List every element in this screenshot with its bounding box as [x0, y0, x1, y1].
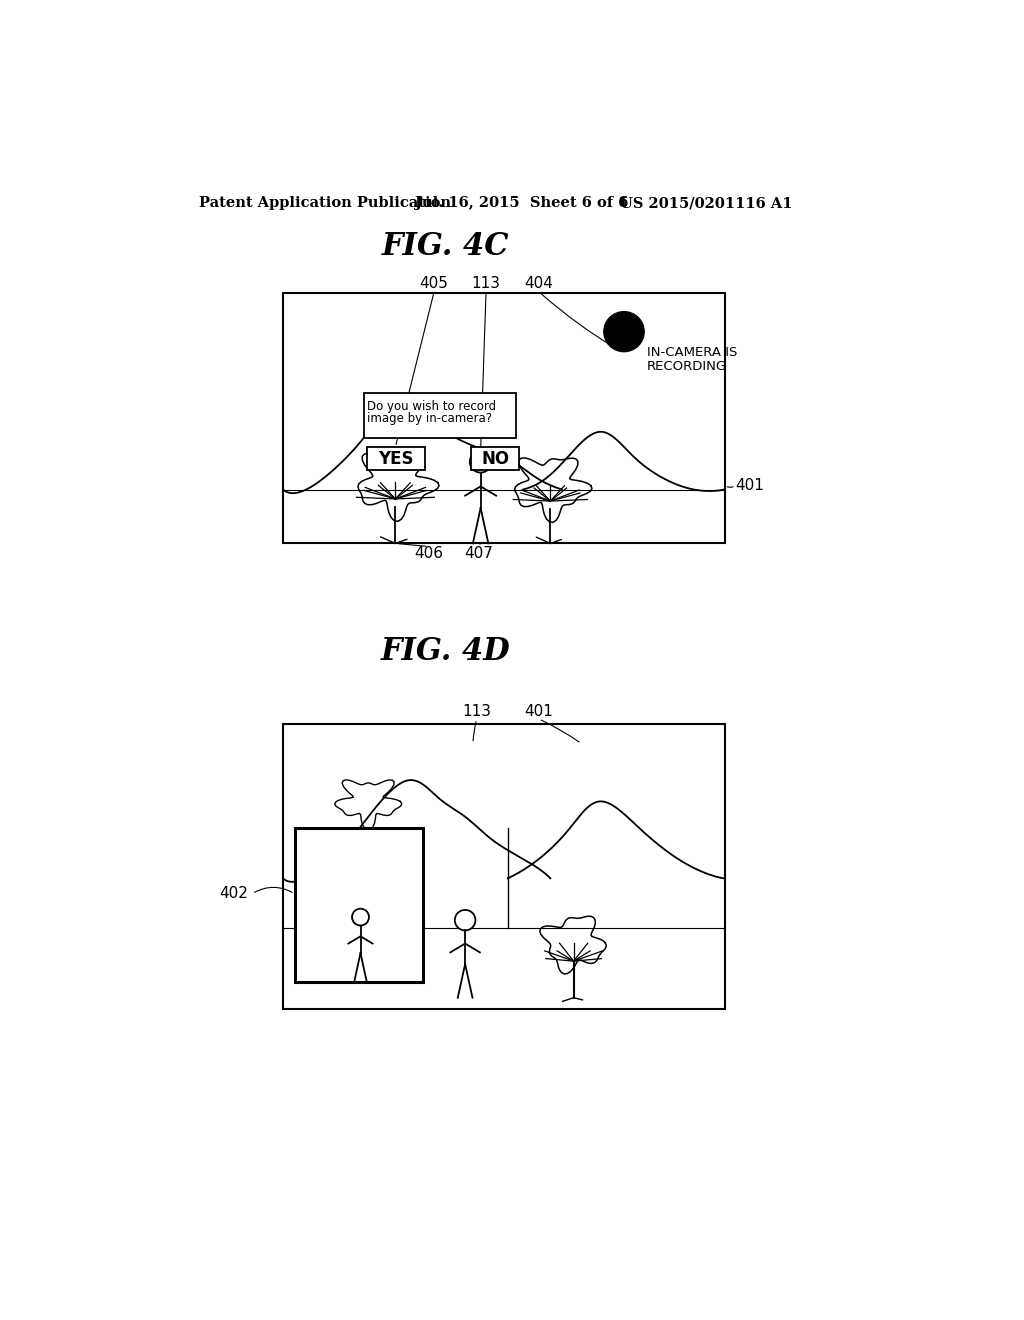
Text: FIG. 4D: FIG. 4D [381, 636, 511, 667]
Text: NO: NO [481, 450, 509, 467]
Text: 401: 401 [524, 704, 553, 719]
Circle shape [455, 909, 475, 931]
Text: 402: 402 [219, 886, 248, 902]
Text: Patent Application Publication: Patent Application Publication [200, 197, 452, 210]
Text: 113: 113 [471, 276, 501, 292]
Bar [283, 293, 725, 544]
Circle shape [470, 451, 492, 473]
Bar [295, 829, 423, 982]
Text: YES: YES [378, 450, 414, 467]
Text: image by in-camera?: image by in-camera? [367, 412, 492, 425]
Text: 406: 406 [414, 546, 443, 561]
Text: IN-CAMERA IS: IN-CAMERA IS [647, 346, 737, 359]
Text: RECORDING: RECORDING [647, 360, 727, 372]
Text: 407: 407 [464, 546, 493, 561]
Text: 405: 405 [420, 276, 449, 292]
Bar [365, 393, 515, 438]
Bar [471, 447, 519, 470]
Text: 404: 404 [524, 276, 553, 292]
Bar [283, 725, 725, 1010]
Text: 401: 401 [735, 478, 765, 494]
Text: Jul. 16, 2015  Sheet 6 of 6: Jul. 16, 2015 Sheet 6 of 6 [415, 197, 628, 210]
Circle shape [352, 908, 369, 925]
Bar [367, 447, 425, 470]
Text: Do you wish to record: Do you wish to record [367, 400, 496, 413]
Text: FIG. 4C: FIG. 4C [382, 231, 510, 263]
Circle shape [604, 312, 644, 351]
Text: 113: 113 [462, 704, 492, 719]
Text: US 2015/0201116 A1: US 2015/0201116 A1 [621, 197, 793, 210]
